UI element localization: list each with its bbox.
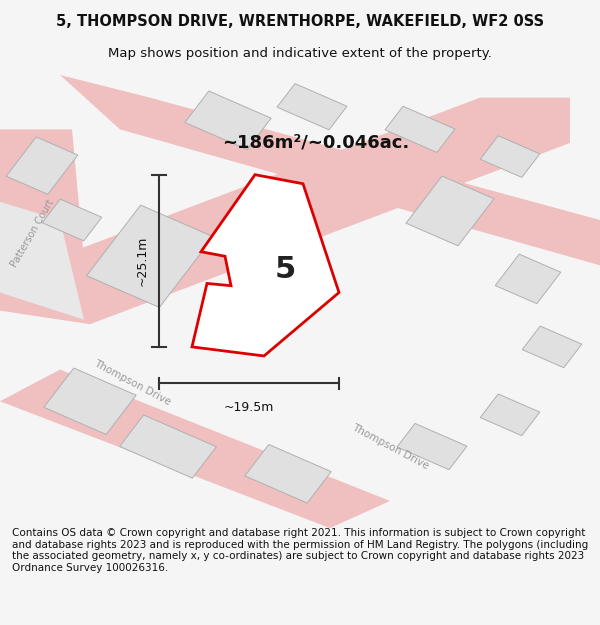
Polygon shape bbox=[0, 369, 390, 528]
Polygon shape bbox=[385, 106, 455, 152]
Polygon shape bbox=[397, 424, 467, 469]
Polygon shape bbox=[119, 415, 217, 478]
Polygon shape bbox=[480, 394, 540, 436]
Polygon shape bbox=[44, 368, 136, 434]
Polygon shape bbox=[406, 176, 494, 246]
Text: 5: 5 bbox=[274, 256, 296, 284]
Text: Contains OS data © Crown copyright and database right 2021. This information is : Contains OS data © Crown copyright and d… bbox=[12, 528, 588, 573]
Polygon shape bbox=[6, 137, 78, 194]
Polygon shape bbox=[0, 202, 84, 319]
Polygon shape bbox=[192, 174, 339, 356]
Polygon shape bbox=[495, 254, 561, 304]
Polygon shape bbox=[60, 75, 600, 265]
Polygon shape bbox=[0, 98, 570, 324]
Text: Thompson Drive: Thompson Drive bbox=[92, 359, 172, 408]
Polygon shape bbox=[42, 199, 102, 241]
Text: 5, THOMPSON DRIVE, WRENTHORPE, WAKEFIELD, WF2 0SS: 5, THOMPSON DRIVE, WRENTHORPE, WAKEFIELD… bbox=[56, 14, 544, 29]
Polygon shape bbox=[480, 136, 540, 178]
Polygon shape bbox=[522, 326, 582, 367]
Polygon shape bbox=[86, 205, 214, 308]
Text: Patterson Court: Patterson Court bbox=[10, 198, 56, 269]
Polygon shape bbox=[0, 129, 90, 324]
Polygon shape bbox=[185, 91, 271, 149]
Text: Thompson Drive: Thompson Drive bbox=[350, 422, 430, 471]
Text: Map shows position and indicative extent of the property.: Map shows position and indicative extent… bbox=[108, 48, 492, 61]
Polygon shape bbox=[277, 84, 347, 130]
Polygon shape bbox=[245, 444, 331, 503]
Text: ~25.1m: ~25.1m bbox=[136, 236, 149, 286]
Text: ~186m²/~0.046ac.: ~186m²/~0.046ac. bbox=[222, 134, 409, 152]
Text: ~19.5m: ~19.5m bbox=[224, 401, 274, 414]
